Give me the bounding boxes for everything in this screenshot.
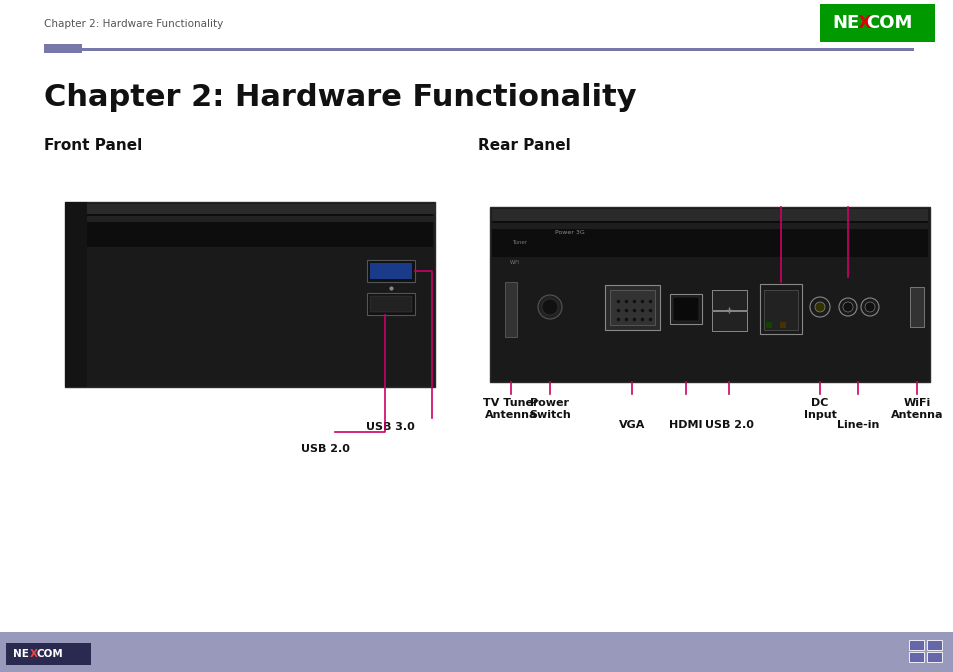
Text: Line-in: Line-in: [836, 420, 879, 430]
Bar: [909, 287, 923, 327]
Text: Rear Panel: Rear Panel: [477, 138, 570, 153]
Text: Front Panel: Front Panel: [44, 138, 142, 153]
Text: USB 2.0: USB 2.0: [300, 444, 349, 454]
Bar: [672, 297, 699, 321]
Text: Chapter 2: Hardware Functionality: Chapter 2: Hardware Functionality: [44, 19, 223, 29]
Circle shape: [809, 297, 829, 317]
Text: USB 2.0: USB 2.0: [704, 420, 753, 430]
Text: Power 3G: Power 3G: [555, 230, 584, 235]
Bar: [367, 293, 415, 315]
Text: COM: COM: [37, 649, 64, 659]
Bar: [370, 263, 412, 279]
Bar: [908, 640, 923, 650]
Bar: [780, 322, 785, 328]
Bar: [609, 290, 655, 325]
Text: USB 3.0: USB 3.0: [365, 422, 414, 432]
Bar: [604, 285, 659, 330]
Bar: [926, 640, 941, 650]
Bar: [0, 632, 953, 672]
Circle shape: [814, 302, 824, 312]
Text: NE: NE: [831, 14, 859, 32]
Bar: [711, 290, 746, 310]
Text: WiFi
Antenna: WiFi Antenna: [890, 398, 943, 419]
Bar: [492, 223, 927, 229]
Text: X: X: [30, 649, 38, 659]
Circle shape: [864, 302, 874, 312]
Text: Line-out: Line-out: [821, 264, 873, 274]
Circle shape: [861, 298, 878, 316]
Text: Chapter 2: Hardware Functionality: Chapter 2: Hardware Functionality: [44, 83, 636, 112]
Bar: [65, 202, 87, 387]
Bar: [669, 294, 701, 324]
Bar: [820, 4, 934, 42]
Text: NE: NE: [13, 649, 29, 659]
Text: VGA: VGA: [618, 420, 644, 430]
Bar: [367, 260, 415, 282]
Circle shape: [541, 299, 558, 315]
Text: Tuner: Tuner: [512, 239, 527, 245]
Bar: [760, 284, 801, 334]
Bar: [65, 202, 435, 387]
Bar: [87, 204, 435, 214]
Circle shape: [537, 295, 561, 319]
Bar: [490, 207, 929, 382]
Bar: [67, 205, 433, 247]
Text: LAN: LAN: [762, 267, 787, 277]
Bar: [87, 216, 435, 222]
Text: X: X: [857, 14, 871, 32]
Bar: [492, 209, 927, 221]
Bar: [492, 209, 927, 257]
Bar: [908, 652, 923, 662]
Circle shape: [842, 302, 852, 312]
Bar: [6, 643, 91, 665]
Text: Power
Switch: Power Switch: [529, 398, 570, 419]
Bar: [763, 290, 797, 330]
Bar: [370, 296, 412, 312]
Bar: [926, 652, 941, 662]
Text: HDMI: HDMI: [669, 420, 702, 430]
Bar: [765, 322, 771, 328]
Bar: [711, 311, 746, 331]
Circle shape: [838, 298, 856, 316]
Text: TV Tuner
Antenna: TV Tuner Antenna: [483, 398, 538, 419]
Text: WiFi: WiFi: [510, 259, 519, 265]
Bar: [44, 48, 913, 51]
Text: COM: COM: [865, 14, 911, 32]
Bar: [504, 282, 517, 337]
Text: DC
Input: DC Input: [802, 398, 836, 419]
Bar: [44, 44, 82, 53]
